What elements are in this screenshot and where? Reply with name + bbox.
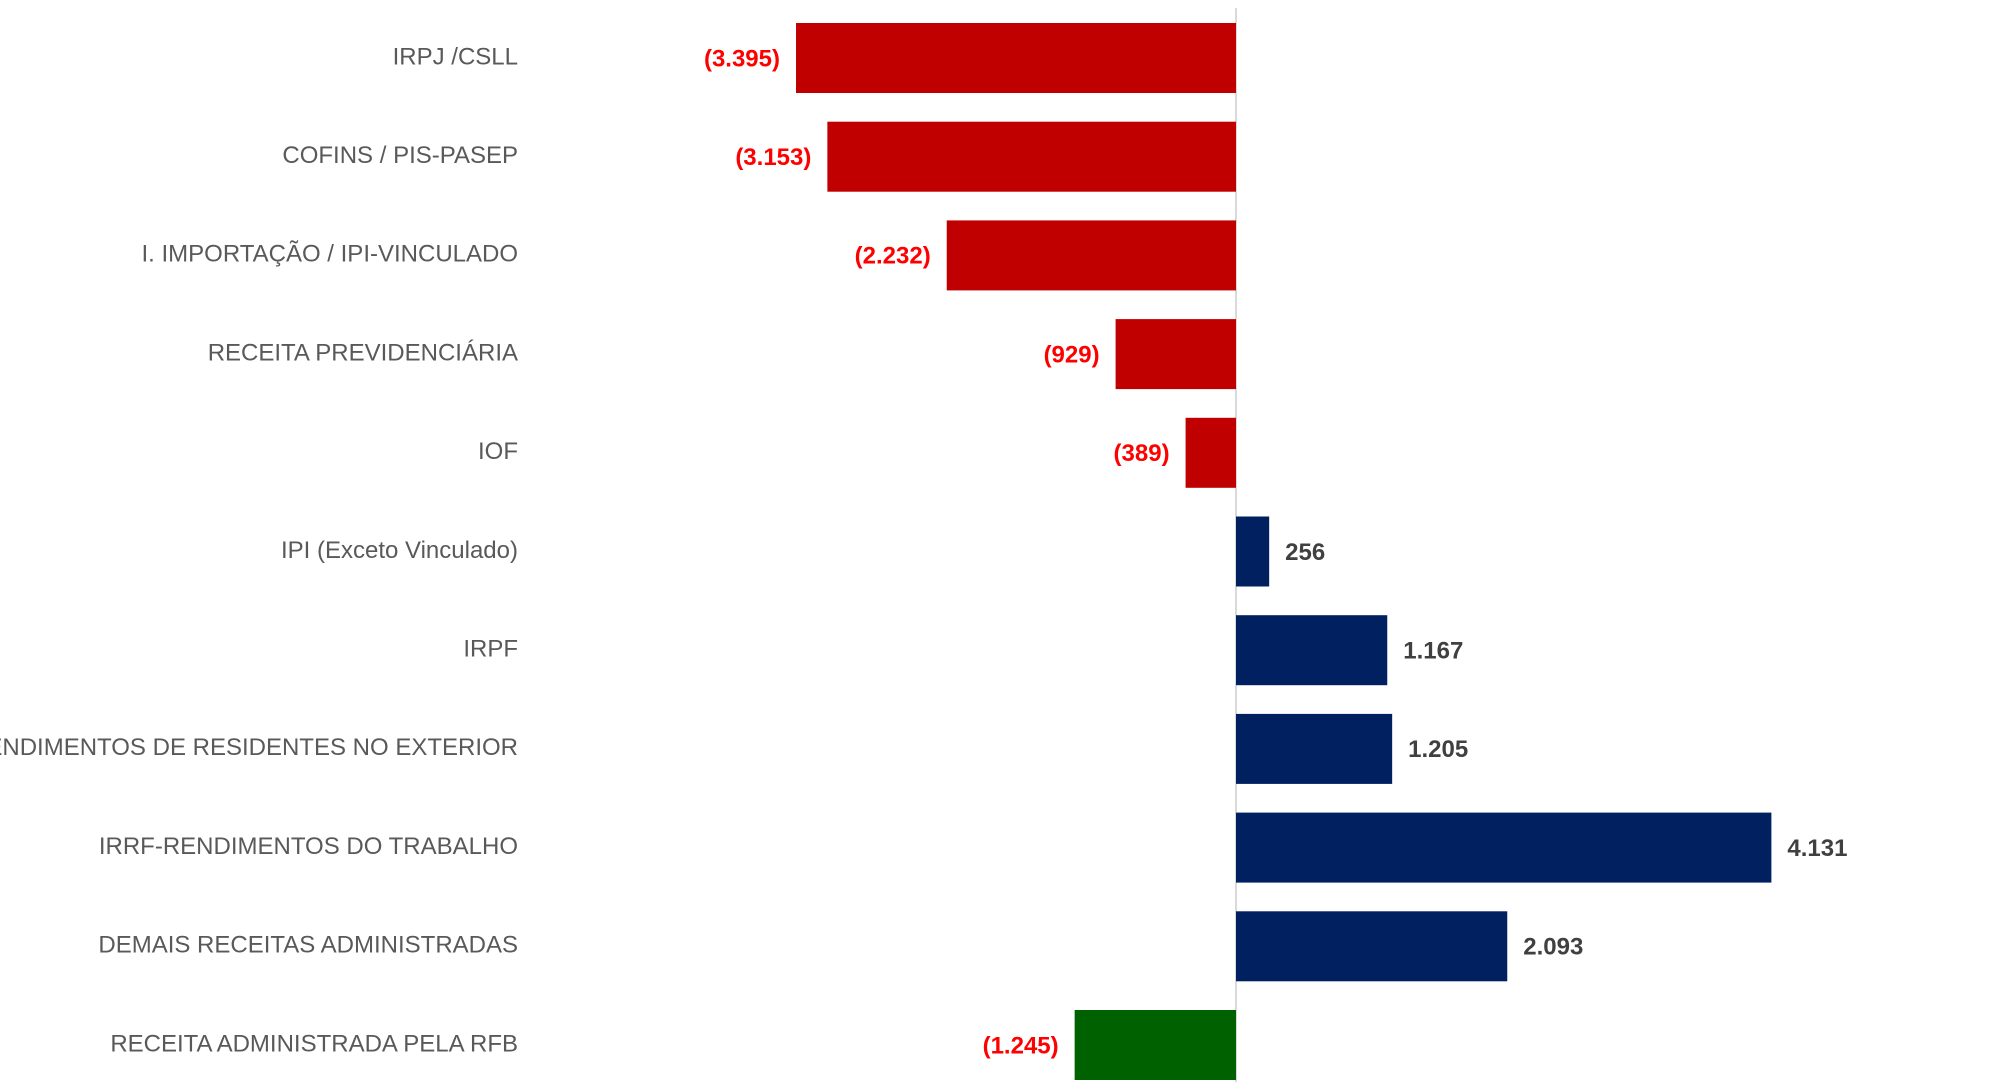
bar — [1074, 1010, 1236, 1080]
bar — [1115, 319, 1236, 390]
data-label: (389) — [1114, 440, 1170, 467]
data-label: 1.205 — [1408, 736, 1468, 763]
category-label: RECEITA PREVIDENCIÁRIA — [208, 339, 518, 366]
category-label: I. IMPORTAÇÃO / IPI-VINCULADO — [142, 241, 519, 268]
data-label: 256 — [1285, 539, 1325, 566]
category-label: COFINS / PIS-PASEP — [282, 142, 518, 169]
data-label: (2.232) — [855, 243, 931, 270]
bar — [1236, 911, 1508, 982]
value-labels: (3.395) (3.153) (2.232) (929) (389) 256 1.167 1… — [704, 45, 1847, 1059]
bar — [946, 220, 1236, 291]
bars — [796, 23, 1772, 1080]
category-label: DEMAIS RECEITAS ADMINISTRADAS — [98, 932, 518, 959]
bar — [1236, 812, 1772, 883]
category-label: RECEITA ADMINISTRADA PELA RFB — [110, 1030, 518, 1057]
category-label: IRPF — [463, 636, 518, 663]
category-label: IPI (Exceto Vinculado) — [281, 537, 518, 564]
bar — [1236, 516, 1270, 587]
category-label: IRRF-RENDIMENTOS DO TRABALHO — [99, 833, 518, 860]
data-label: 4.131 — [1787, 835, 1847, 862]
category-label: IRPJ /CSLL — [393, 43, 518, 70]
category-label: IOF — [478, 438, 518, 465]
data-label: (929) — [1044, 341, 1100, 368]
category-label: IRRF-RENDIMENTOS DE RESIDENTES NO EXTERI… — [0, 734, 518, 761]
bar — [1236, 713, 1393, 784]
data-label: (1.245) — [983, 1032, 1059, 1059]
data-label: 1.167 — [1403, 638, 1463, 665]
data-label: 2.093 — [1523, 934, 1583, 961]
bar — [1185, 417, 1236, 488]
bar — [1236, 615, 1388, 686]
data-label: (3.153) — [735, 144, 811, 171]
category-labels: IRPJ /CSLL COFINS / PIS-PASEP I. IMPORTAÇÃ… — [0, 43, 518, 1057]
bar — [796, 23, 1236, 93]
data-label: (3.395) — [704, 45, 780, 72]
bar — [827, 121, 1236, 192]
